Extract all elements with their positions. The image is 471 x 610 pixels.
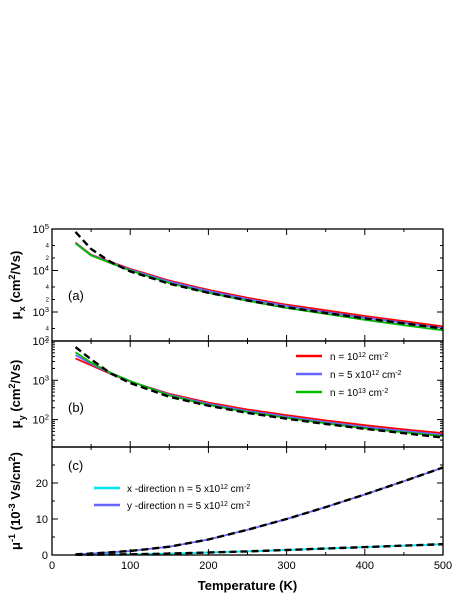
panel-a-ytick-label: 105 (32, 222, 49, 237)
panel-a-ylabel: μx (cm2/Vs) (7, 251, 27, 320)
panel-b-ytick-label: 102 (32, 412, 49, 427)
x-tick-label: 200 (199, 560, 217, 572)
panel-a-minor-label: 4 (46, 327, 50, 333)
x-tick-label: 100 (121, 560, 139, 572)
legend-label: x -direction n = 5 x1012 cm-2 (127, 484, 250, 496)
panel-b-series-1 (75, 354, 444, 436)
panel-c-ytick-label: 10 (36, 514, 48, 526)
x-tick-label: 400 (356, 560, 374, 572)
panel-b-ytick-label-top: 102 (32, 334, 49, 349)
panel-a-minor-label: 2 (46, 298, 50, 304)
legend-label: n = 1013 cm-2 (330, 388, 388, 400)
panel-a-ytick-label: 104 (32, 263, 49, 278)
panel-b-ylabel: μy (cm2/Vs) (7, 360, 27, 429)
panel-c-ytick-label: 20 (36, 478, 48, 490)
panel-b-label: (b) (68, 400, 84, 415)
panel-c-series-3 (75, 466, 444, 556)
panel-c-frame (51, 446, 444, 556)
x-axis-title: Temperature (K) (198, 578, 297, 593)
x-tick-label: 300 (277, 560, 295, 572)
panel-a-minor-label: 2 (46, 339, 50, 345)
x-tick-label: 500 (434, 560, 452, 572)
panel-b-ytick-label: 103 (32, 373, 49, 388)
panel-a-minor-label: 2 (46, 256, 50, 262)
panel-a-series-3 (74, 231, 444, 330)
panel-a-minor-label: 4 (46, 285, 50, 291)
panel-a-frame (51, 228, 444, 342)
legend-label: n = 5 x1012 cm-2 (330, 370, 402, 382)
legend-label: n = 1012 cm-2 (330, 352, 388, 364)
panel-b: (b) μy (cm2/Vs) n = 1012 cm-2 n = 5 x1012 c… (7, 340, 444, 448)
panel-a-label: (a) (68, 288, 84, 303)
panel-b-series-3 (74, 346, 444, 439)
panel-c-series-2 (75, 543, 444, 556)
panel-a-ytick-label: 103 (32, 304, 49, 319)
x-tick-label: 0 (49, 560, 55, 572)
panel-a-series-1 (74, 242, 444, 329)
panel-a-series-0 (74, 241, 444, 328)
panel-c-ytick-label: 0 (42, 550, 48, 562)
panel-c-label: (c) (68, 458, 83, 473)
panel-a-minor-label: 4 (46, 244, 50, 250)
legend-label: y -direction n = 5 x1012 cm-2 (127, 501, 250, 513)
panel-a-series-2 (74, 242, 444, 332)
panel-a: 4 2 4 2 4 2 (a) μx (cm2/Vs) (7, 228, 444, 345)
panel-c-ylabel: μ-1 (10-3 Vs/cm2) (7, 452, 23, 550)
